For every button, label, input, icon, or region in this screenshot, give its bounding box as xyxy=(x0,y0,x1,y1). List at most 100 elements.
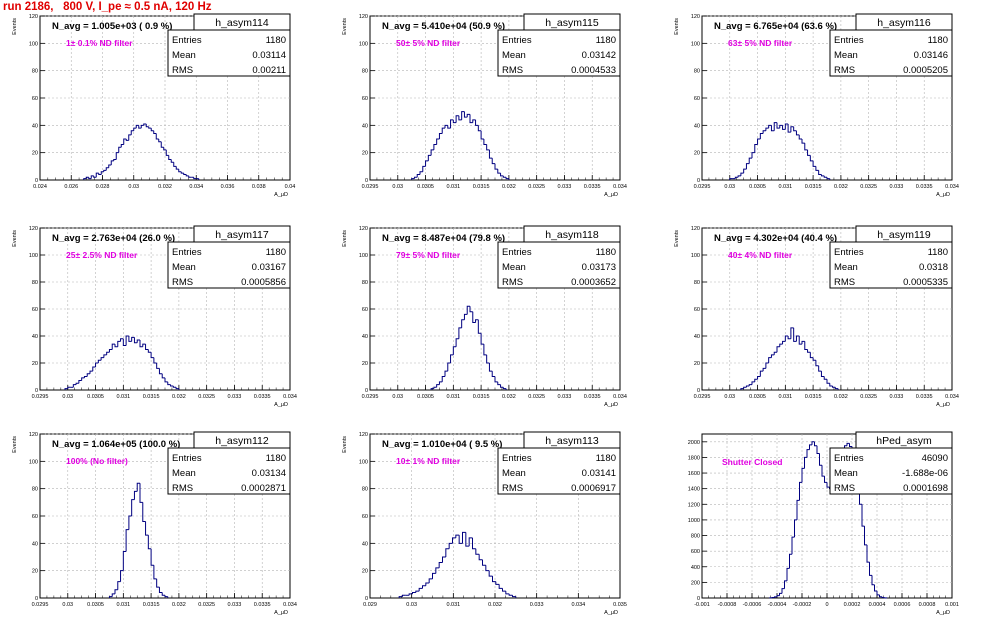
histogram-bin xyxy=(482,559,486,566)
y-tick-label: 100 xyxy=(359,253,368,259)
stats-key: Mean xyxy=(834,50,858,61)
histogram-bin xyxy=(779,343,783,347)
histogram-bin xyxy=(398,596,403,598)
histogram-bin xyxy=(804,456,807,469)
x-tick-label: 0.031 xyxy=(446,394,460,400)
histogram-bin xyxy=(480,333,484,345)
histogram-bin xyxy=(751,381,755,385)
navg-label: N_avg = 1.010e+04 ( 9.5 %) xyxy=(382,439,502,450)
stats-key: Entries xyxy=(502,35,532,46)
histogram-bin xyxy=(776,595,780,597)
histogram-bin xyxy=(117,340,121,347)
histogram-bin xyxy=(115,152,119,160)
x-tick-label: 0.034 xyxy=(571,602,585,608)
x-tick-label: 0.0325 xyxy=(198,602,215,608)
histogram-bin xyxy=(818,170,822,176)
histogram-bin xyxy=(433,386,437,389)
histogram-bin xyxy=(751,152,755,159)
x-tick-label: 0.034 xyxy=(945,184,959,190)
x-axis-title: A_μD xyxy=(274,192,288,198)
y-tick-label: 20 xyxy=(362,569,368,575)
histogram-panel-hPed_asym: -0.001 -0.0008 -0.0006 -0.0004 -0.0002 0 0.000… xyxy=(688,431,959,616)
histogram-bin xyxy=(488,570,493,577)
histogram-bin xyxy=(463,313,468,320)
x-tick-label: 0.0325 xyxy=(528,184,545,190)
histogram-bin xyxy=(466,113,470,118)
histogram-bins xyxy=(740,327,839,390)
histogram-bin xyxy=(826,177,830,180)
stats-value: 0.03167 xyxy=(252,262,286,273)
y-tick-label: 120 xyxy=(359,432,368,438)
histogram-bin xyxy=(477,125,482,132)
x-tick-label: 0.0295 xyxy=(694,394,711,400)
histogram-bin xyxy=(128,515,132,530)
y-tick-label: 100 xyxy=(29,253,38,259)
histogram-bin xyxy=(770,354,775,358)
histogram-bin xyxy=(105,167,109,171)
y-tick-label: 800 xyxy=(691,534,700,540)
histogram-bin xyxy=(436,138,440,145)
x-tick-label: 0.035 xyxy=(613,602,627,608)
stats-value: 0.0005205 xyxy=(903,65,948,76)
histogram-bins xyxy=(108,482,169,598)
y-tick-label: 60 xyxy=(32,96,38,102)
histogram-bin xyxy=(140,124,144,129)
histogram-bins xyxy=(769,441,888,599)
histogram-bin xyxy=(163,147,167,151)
histogram-bin xyxy=(812,357,816,361)
x-tick-label: 0.0305 xyxy=(417,184,434,190)
histogram-bin xyxy=(88,177,92,180)
x-tick-label: 0.032 xyxy=(158,184,172,190)
histogram-bin xyxy=(500,384,504,388)
y-tick-label: 80 xyxy=(32,487,38,493)
histogram-bin xyxy=(95,172,99,178)
histogram-bin xyxy=(168,155,172,160)
y-tick-label: 400 xyxy=(691,565,700,571)
histogram-bin xyxy=(172,385,177,388)
stats-key: Mean xyxy=(502,468,526,479)
filter-label: 40± 4% ND filter xyxy=(728,250,793,260)
y-tick-label: 0 xyxy=(697,596,700,602)
y-tick-label: 120 xyxy=(691,14,700,20)
stats-value: -1.688e-06 xyxy=(902,468,948,479)
histogram-bin xyxy=(130,130,134,135)
x-tick-label: 0.0295 xyxy=(362,184,379,190)
histogram-bin xyxy=(92,366,96,372)
x-tick-label: 0.0305 xyxy=(87,602,104,608)
x-tick-label: 0.033 xyxy=(228,394,242,400)
y-tick-label: 120 xyxy=(359,226,368,232)
histogram-bin xyxy=(89,370,93,374)
y-tick-label: 100 xyxy=(29,41,38,47)
histogram-bin xyxy=(78,380,82,384)
histogram-bin xyxy=(150,128,154,132)
histogram-bin xyxy=(122,551,127,571)
histogram-bin xyxy=(498,584,503,589)
y-tick-label: 20 xyxy=(32,151,38,157)
histogram-bin xyxy=(505,177,509,180)
histogram-bin xyxy=(156,578,160,588)
y-tick-label: 60 xyxy=(694,96,700,102)
histogram-bin xyxy=(422,165,426,172)
stats-key: Entries xyxy=(502,453,532,464)
histogram-bin xyxy=(131,499,135,516)
x-tick-label: 0.034 xyxy=(283,602,297,608)
stats-title: h_asym115 xyxy=(545,17,599,29)
histogram-bin xyxy=(784,580,787,589)
stats-key: RMS xyxy=(172,277,193,288)
y-tick-label: 2000 xyxy=(688,440,700,446)
y-axis-title: Events xyxy=(12,230,18,247)
histogram-bin xyxy=(814,441,817,447)
stats-key: Entries xyxy=(172,247,202,258)
histogram-bin xyxy=(806,449,810,458)
y-tick-label: 0 xyxy=(365,388,368,394)
x-axis-title: A_μD xyxy=(274,610,288,616)
histogram-bin xyxy=(795,130,800,136)
x-axis-title: A_μD xyxy=(936,610,950,616)
x-tick-label: 0.03 xyxy=(128,184,139,190)
histogram-bin xyxy=(787,123,791,133)
x-tick-label: 0.0006 xyxy=(894,602,911,608)
histogram-bin xyxy=(740,172,744,176)
histogram-bin xyxy=(483,139,487,145)
histogram-bin xyxy=(81,377,85,381)
histogram-bin xyxy=(415,590,420,593)
